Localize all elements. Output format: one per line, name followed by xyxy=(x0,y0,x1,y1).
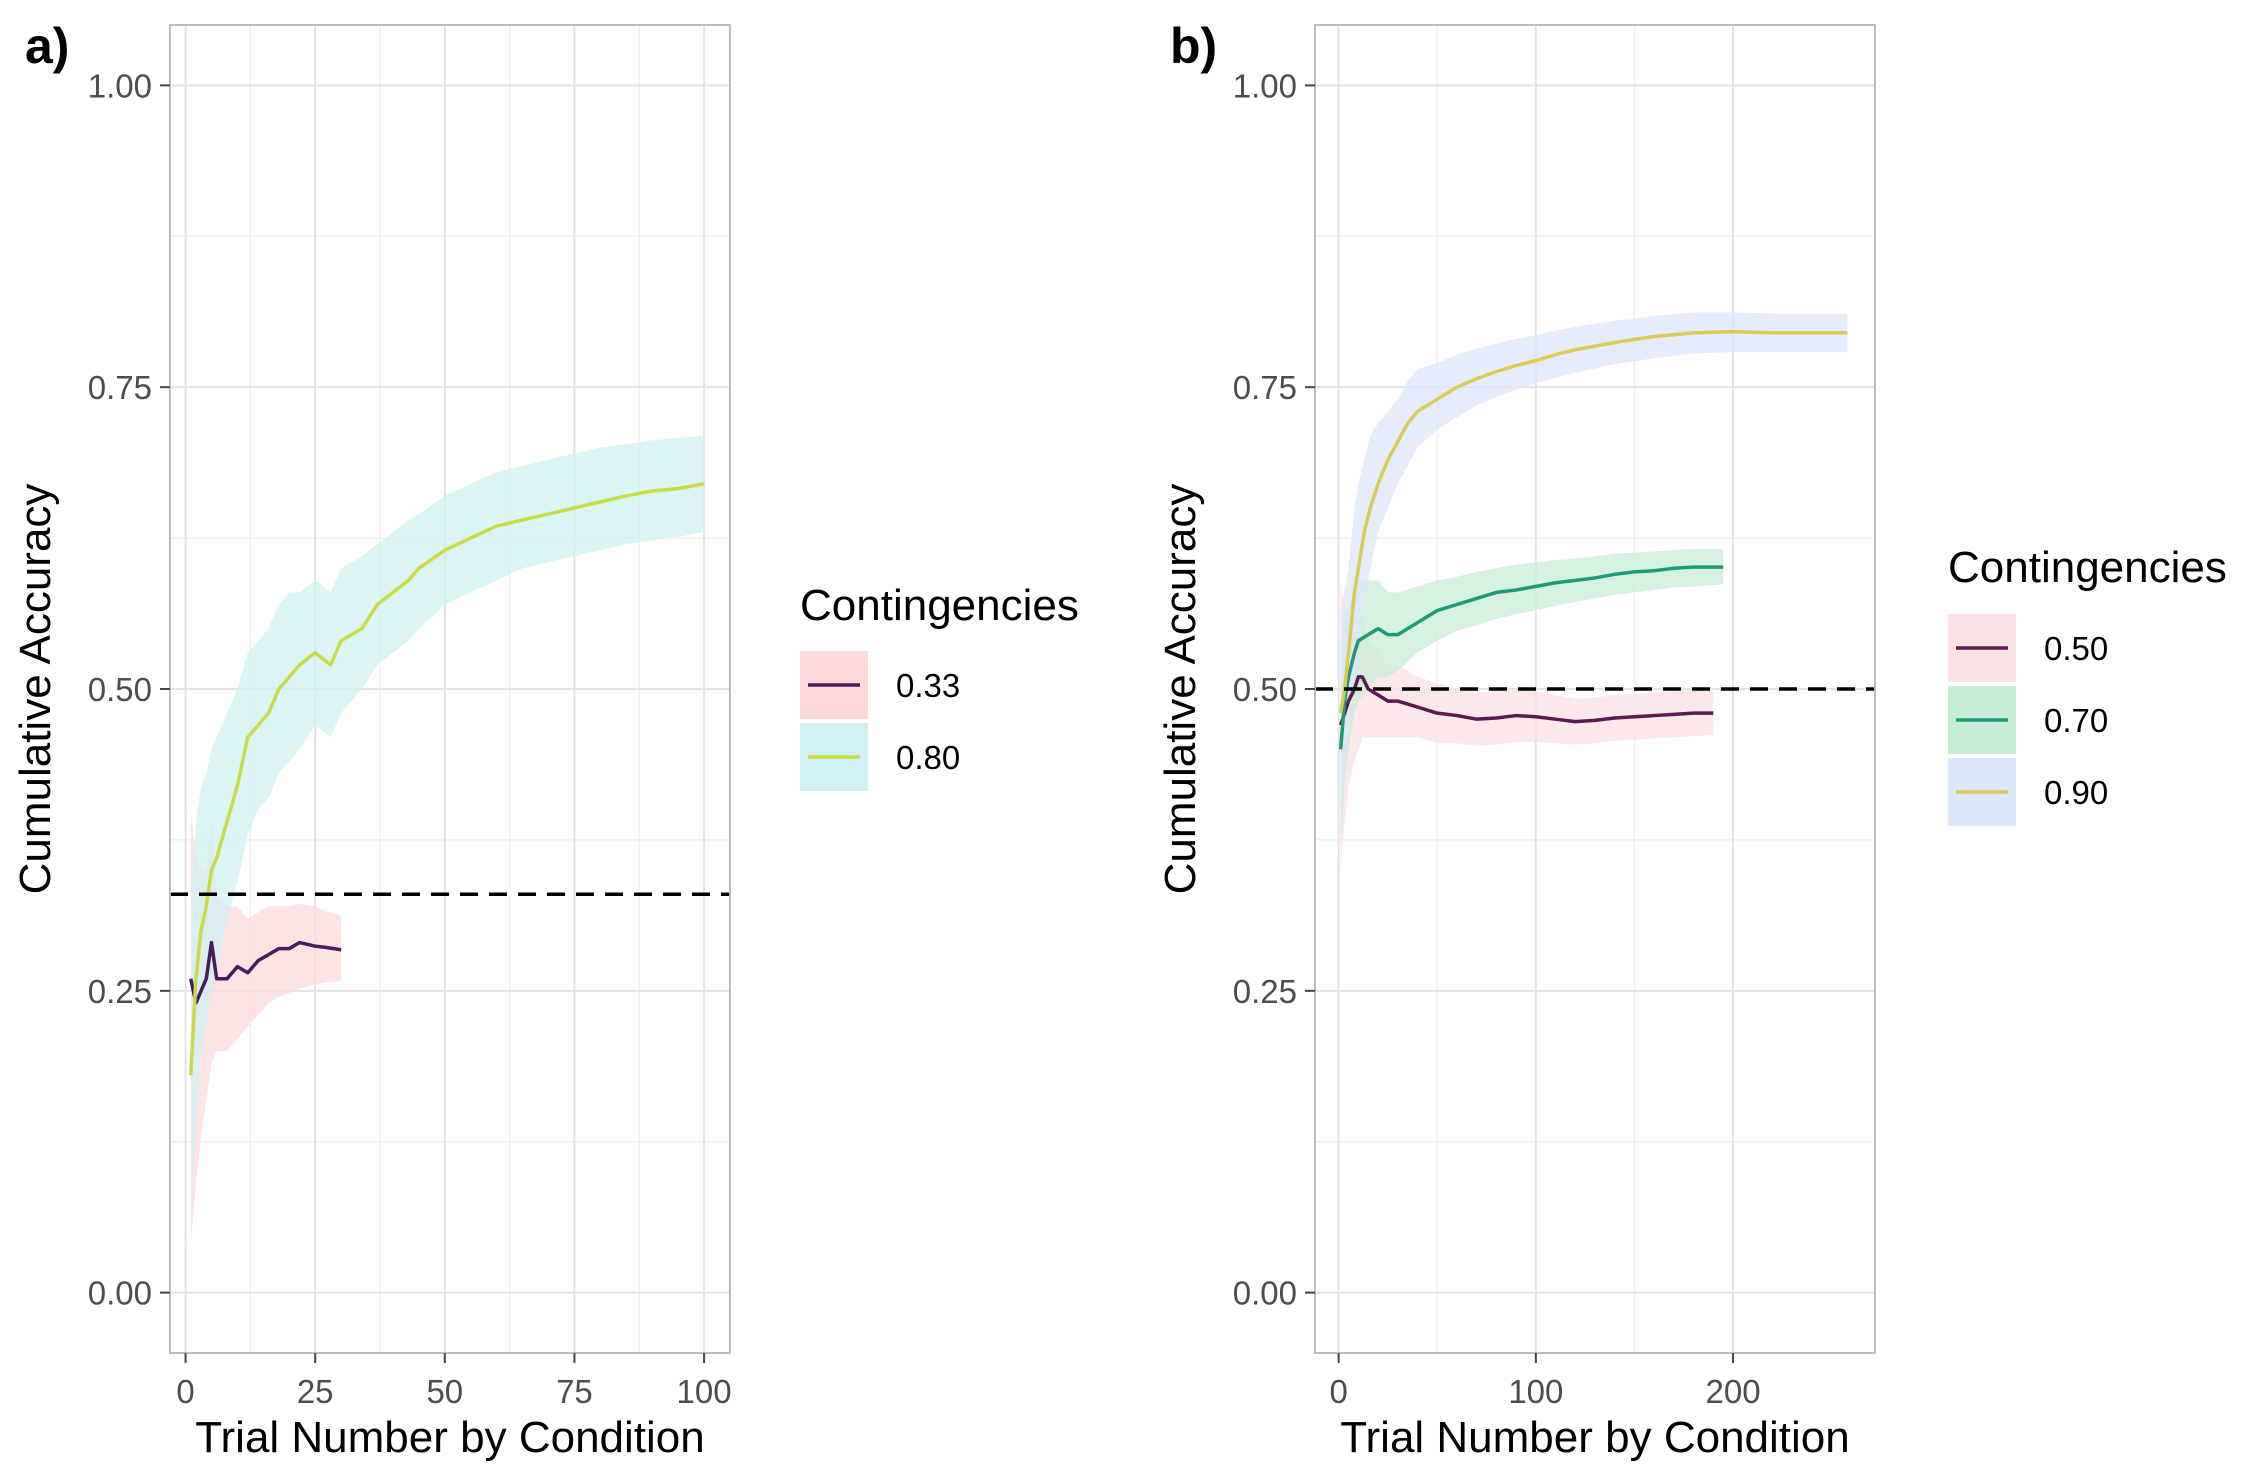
lines xyxy=(188,482,705,1076)
y-axis: 0.00 0.25 0.50 0.75 1.00 xyxy=(1233,67,1315,1312)
x-tick-label: 0 xyxy=(1329,1373,1347,1410)
legend-title: Contingencies xyxy=(1948,543,2227,592)
x-tick-label: 75 xyxy=(556,1373,593,1410)
y-tick-label: 1.00 xyxy=(88,67,152,104)
y-tick-label: 0.75 xyxy=(1233,369,1297,406)
panel-label: b) xyxy=(1170,18,1217,74)
x-tick-label: 25 xyxy=(297,1373,334,1410)
panel-b: b) 0.00 0.25 0.50 0.75 1.00 0 100 200 Trial Nu… xyxy=(1156,18,2227,1462)
series-line-0.80 xyxy=(188,482,705,1076)
y-tick-label: 0.50 xyxy=(88,671,152,708)
series-line-0.90 xyxy=(1338,329,1848,714)
y-tick-label: 0.50 xyxy=(1233,671,1297,708)
legend-label: 0.80 xyxy=(896,739,960,776)
legend-label: 0.90 xyxy=(2044,774,2108,811)
legend-label: 0.50 xyxy=(2044,630,2108,667)
x-axis-title: Trial Number by Condition xyxy=(1340,1413,1849,1462)
y-tick-label: 0.00 xyxy=(88,1275,152,1312)
legend-label: 0.70 xyxy=(2044,702,2108,739)
legend: Contingencies 0.33 0.80 xyxy=(800,581,1079,791)
x-tick-label: 0 xyxy=(176,1373,194,1410)
series-line-0.70 xyxy=(1338,565,1724,750)
grid-minor xyxy=(1315,25,1875,1353)
y-axis-title: Cumulative Accuracy xyxy=(1156,484,1205,895)
confidence-ribbon-0.33 xyxy=(190,809,342,1245)
series-line-0.33 xyxy=(189,940,342,1005)
x-tick-label: 100 xyxy=(1508,1373,1563,1410)
x-tick-label: 50 xyxy=(426,1373,463,1410)
legend-label: 0.33 xyxy=(896,667,960,704)
x-tick-label: 200 xyxy=(1705,1373,1760,1410)
y-tick-label: 0.75 xyxy=(88,369,152,406)
grid-major xyxy=(170,25,730,1353)
legend-title: Contingencies xyxy=(800,581,1079,630)
ribbons xyxy=(190,435,705,1245)
y-tick-label: 0.25 xyxy=(88,973,152,1010)
panel-label: a) xyxy=(25,18,69,74)
legend: Contingencies 0.50 0.70 0.90 xyxy=(1948,543,2227,826)
series-line-0.50 xyxy=(1338,675,1714,726)
confidence-ribbon-0.70 xyxy=(1340,548,1724,846)
y-axis-title: Cumulative Accuracy xyxy=(11,484,60,895)
y-tick-label: 0.00 xyxy=(1233,1275,1297,1312)
y-tick-label: 0.25 xyxy=(1233,973,1297,1010)
x-axis: 0 100 200 xyxy=(1329,1353,1761,1410)
lines xyxy=(1338,329,1848,750)
x-axis-title: Trial Number by Condition xyxy=(195,1413,704,1462)
y-axis: 0.00 0.25 0.50 0.75 1.00 xyxy=(88,67,170,1312)
confidence-ribbon-0.80 xyxy=(190,435,705,1233)
y-tick-label: 1.00 xyxy=(1233,67,1297,104)
panel-a: a) 0.00 0.25 0.50 0.75 1.00 0 25 50 75 100 Trial… xyxy=(11,18,1079,1462)
x-axis: 0 25 50 75 100 xyxy=(176,1353,732,1410)
x-tick-label: 100 xyxy=(677,1373,732,1410)
ribbons xyxy=(1340,312,1848,871)
confidence-ribbon-0.50 xyxy=(1340,580,1714,871)
